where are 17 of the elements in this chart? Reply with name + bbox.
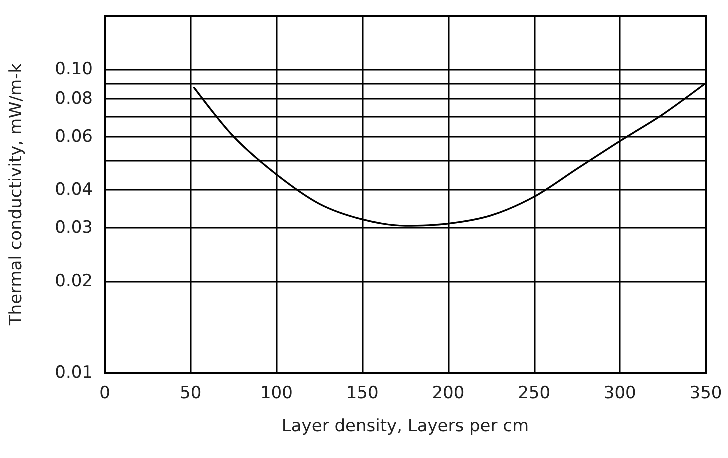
y-tick-label: 0.08 — [55, 88, 93, 109]
x-tick-label: 200 — [432, 384, 465, 404]
y-tick-label: 0.10 — [55, 59, 93, 80]
y-tick-label: 0.03 — [55, 218, 93, 238]
y-tick-label: 0.06 — [55, 126, 93, 147]
y-tick-label: 0.01 — [55, 363, 93, 383]
x-tick-label: 350 — [690, 384, 722, 404]
x-tick-label: 150 — [346, 384, 379, 404]
y-axis-title: Thermal conductivity, mW/m-k — [6, 63, 26, 327]
x-tick-label: 250 — [518, 384, 551, 404]
y-tick-label: 0.02 — [55, 272, 93, 292]
x-tick-label: 100 — [260, 384, 293, 404]
x-tick-label: 300 — [604, 384, 636, 404]
y-tick-label: 0.04 — [55, 180, 93, 200]
x-tick-label: 0 — [100, 384, 110, 404]
x-tick-label: 50 — [180, 384, 202, 404]
x-axis-title: Layer density, Layers per cm — [282, 416, 530, 436]
